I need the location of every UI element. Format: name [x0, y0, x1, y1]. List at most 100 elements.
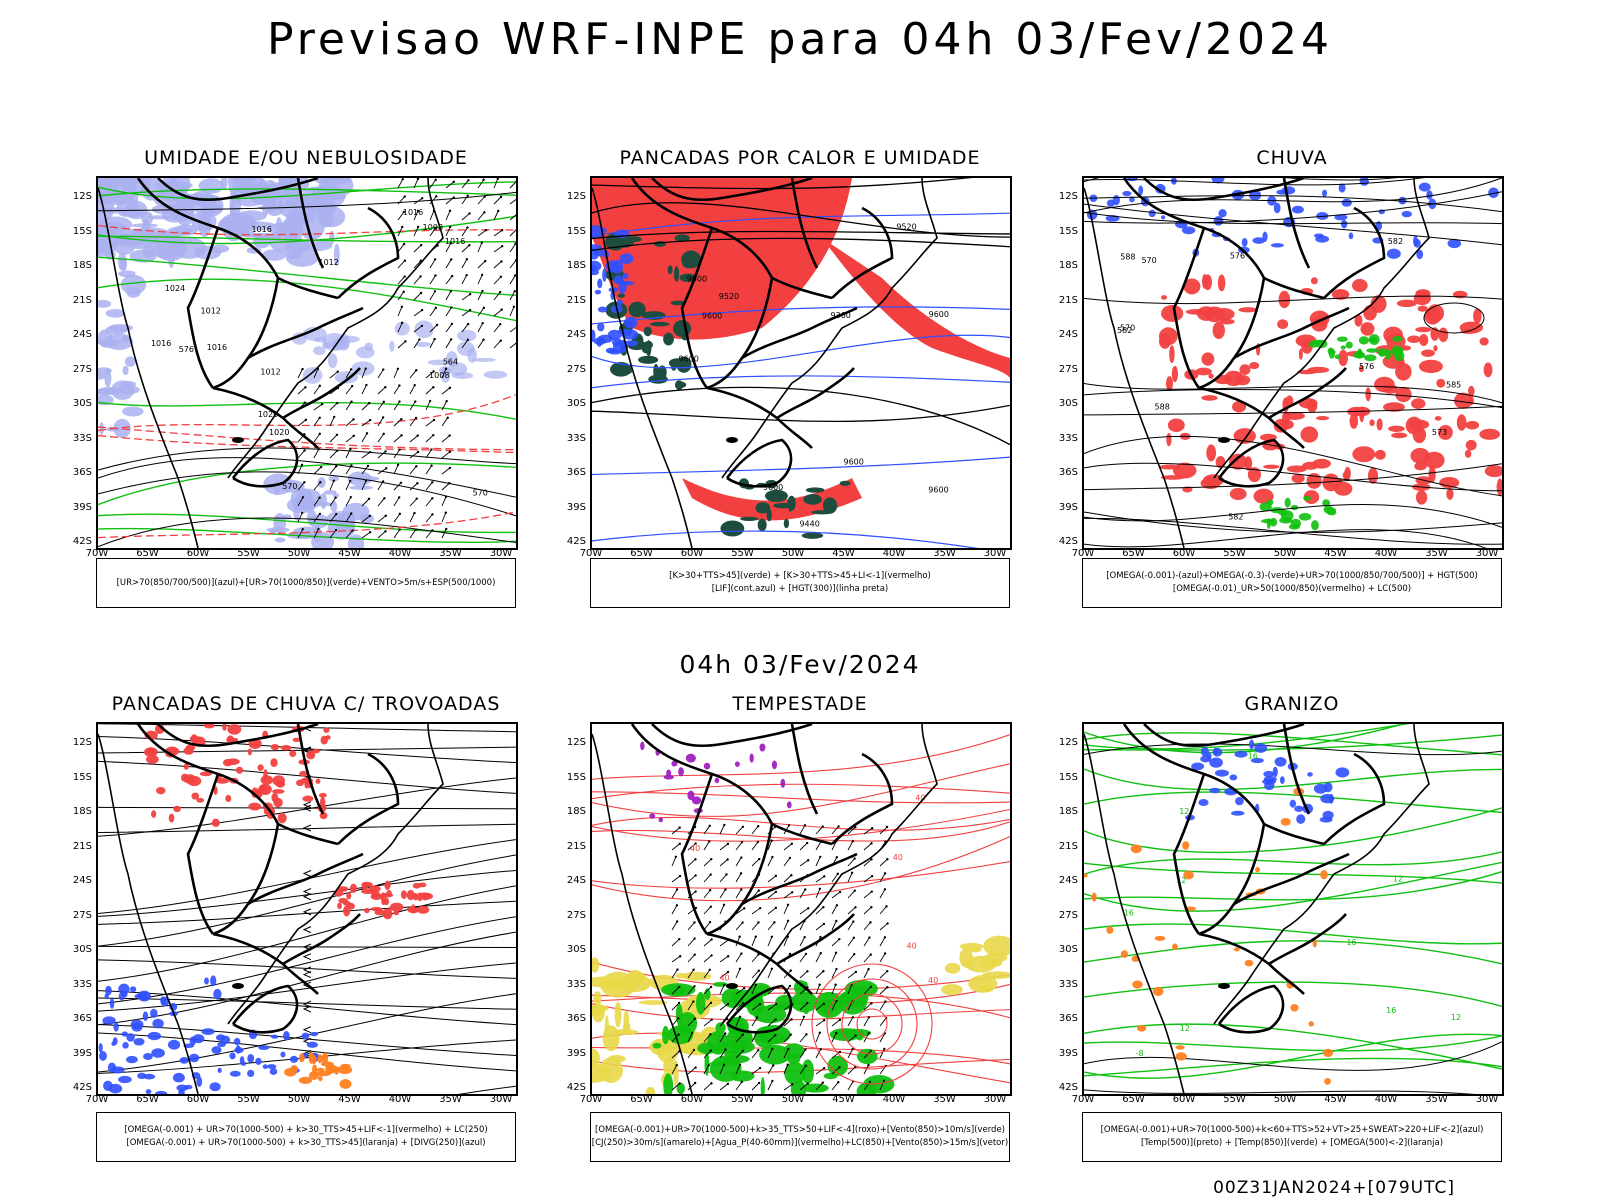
- wind-vector: [799, 1065, 807, 1075]
- lifted-index-cell: [619, 253, 634, 264]
- divergence-area-cell: [179, 1056, 189, 1064]
- rain-area-cell: [1233, 428, 1256, 444]
- omega-green-cell: [1259, 502, 1272, 512]
- wind-vector: [735, 857, 742, 867]
- lat-tick: 39S: [1058, 1047, 1078, 1059]
- divergence-area-cell: [147, 1031, 162, 1041]
- wind850-cell: [716, 1038, 725, 1052]
- rain-area-cell: [1238, 307, 1258, 313]
- wind-vector-head: [678, 1082, 681, 1085]
- wind-vector: [477, 322, 484, 333]
- wind-vector-head: [448, 450, 452, 454]
- thunderstorm-area-cell: [349, 883, 357, 893]
- temp850-contour-line: [1084, 981, 1502, 1008]
- rain-area-cell: [1278, 290, 1291, 309]
- wind-vector-head: [819, 935, 822, 939]
- jet-stream-cell: [980, 985, 994, 993]
- wind-vector-head: [774, 874, 778, 878]
- wind-vector-head: [835, 856, 839, 859]
- lat-tick: 21S: [72, 840, 92, 852]
- low-humidity-contour-line: [98, 256, 516, 297]
- wind-vector: [815, 953, 822, 963]
- wind-vector: [863, 891, 873, 899]
- wind-vector: [735, 1034, 744, 1043]
- wind-vector: [831, 1032, 837, 1043]
- wind-vector-head: [884, 1000, 887, 1003]
- rain-area-cell: [1367, 467, 1378, 484]
- wind-vector: [441, 417, 449, 427]
- wind-vector: [735, 987, 745, 995]
- wind-vector-head: [838, 1050, 842, 1054]
- wind-vector: [361, 465, 369, 475]
- lifted-index-cell: [621, 329, 639, 340]
- lat-tick: 24S: [1058, 875, 1078, 886]
- thunderstorm-area-cell: [222, 758, 233, 767]
- wind-vector-head: [301, 367, 304, 371]
- wind-vector: [831, 984, 837, 995]
- wind-vector: [847, 907, 856, 915]
- hgt500-contour-line: [1084, 511, 1502, 533]
- wind-vector-head: [757, 889, 760, 892]
- jet-stream-cell: [593, 991, 602, 1006]
- moist-area-cell: [628, 301, 646, 318]
- wind-vector: [703, 969, 711, 979]
- wind-vector: [815, 875, 825, 883]
- contour-label: 585: [1446, 380, 1461, 389]
- wind-vector: [815, 826, 824, 835]
- moist-area-cell: [610, 362, 632, 377]
- wind-vector-head: [708, 840, 711, 843]
- wind850-cell: [814, 991, 844, 1018]
- rain-area-cell: [1202, 273, 1208, 289]
- wind-vector-head: [432, 418, 436, 422]
- coastline: [592, 178, 938, 548]
- wind-vector: [799, 889, 806, 899]
- wind-vector-head: [868, 1080, 872, 1084]
- wind-vector-head: [402, 210, 406, 214]
- wind-vector: [397, 341, 406, 349]
- lon-tick: 55W: [1223, 548, 1246, 559]
- wind-vector: [425, 419, 435, 427]
- wind-vector-head: [398, 384, 401, 387]
- wind850-cell: [837, 1029, 858, 1034]
- wind-vector-head: [791, 1083, 794, 1086]
- wind-vector: [377, 515, 387, 523]
- high-humidity-cell: [313, 337, 327, 343]
- wind-vector-head: [868, 936, 871, 939]
- wind-vector: [329, 371, 339, 379]
- lat-tick: 21S: [566, 840, 586, 852]
- wind-vector: [409, 451, 419, 459]
- wind-vector-head: [514, 242, 516, 245]
- cyclone-ring: [826, 978, 918, 1070]
- moist-area-cell: [648, 374, 668, 384]
- pressure-contour-line: [98, 447, 516, 471]
- streamline-850-line: [592, 835, 1010, 902]
- wind-vector-head: [724, 888, 727, 891]
- wind-vector-head: [710, 938, 713, 941]
- divergence-area-cell: [301, 1032, 310, 1040]
- wind-vector: [783, 1064, 789, 1075]
- lon-tick: 65W: [630, 1094, 653, 1105]
- omega-blue-cell: [1270, 243, 1284, 248]
- wind-vector: [345, 448, 351, 459]
- wind-vector-head: [885, 825, 889, 829]
- wind-vector: [361, 384, 367, 395]
- wind-vector-head: [790, 842, 794, 845]
- lon-tick: 70W: [85, 1094, 109, 1105]
- wind-vector-head: [710, 1082, 713, 1085]
- wind-vector-head: [449, 242, 452, 245]
- wind-vector: [799, 970, 808, 979]
- rain-area-cell: [1414, 461, 1427, 471]
- jet-stream-cell: [592, 976, 617, 988]
- rain-area-cell: [1212, 321, 1225, 340]
- lon-tick: 60W: [680, 1094, 704, 1105]
- thunderstorm-area-cell: [382, 908, 393, 920]
- wind-vector: [799, 1049, 806, 1059]
- wind-vector: [703, 955, 712, 963]
- country-border: [1172, 773, 1206, 935]
- wind-vector-head: [678, 842, 682, 845]
- wind-vector: [719, 843, 729, 851]
- wind-vector: [425, 386, 434, 395]
- wind-vector: [313, 368, 319, 379]
- lat-tick: 18S: [72, 806, 92, 817]
- divergence-area-cell: [209, 1082, 221, 1092]
